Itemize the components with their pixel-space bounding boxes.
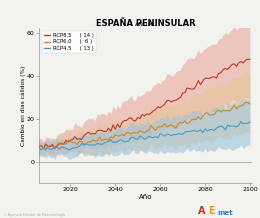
Text: © Agencia Estatal de Meteorología: © Agencia Estatal de Meteorología — [3, 213, 65, 217]
X-axis label: Año: Año — [139, 194, 152, 200]
Text: E: E — [208, 206, 214, 216]
Text: ANUAL: ANUAL — [135, 22, 156, 27]
Legend: RCP8.5     ( 14 ), RCP6.0     (  6 ), RCP4.5     ( 13 ): RCP8.5 ( 14 ), RCP6.0 ( 6 ), RCP4.5 ( 13… — [42, 31, 96, 53]
Title: ESPAÑA PENINSULAR: ESPAÑA PENINSULAR — [96, 19, 196, 27]
Y-axis label: Cambio en dias cálidos (%): Cambio en dias cálidos (%) — [20, 65, 25, 146]
Text: A: A — [198, 206, 205, 216]
Text: met: met — [217, 210, 233, 216]
